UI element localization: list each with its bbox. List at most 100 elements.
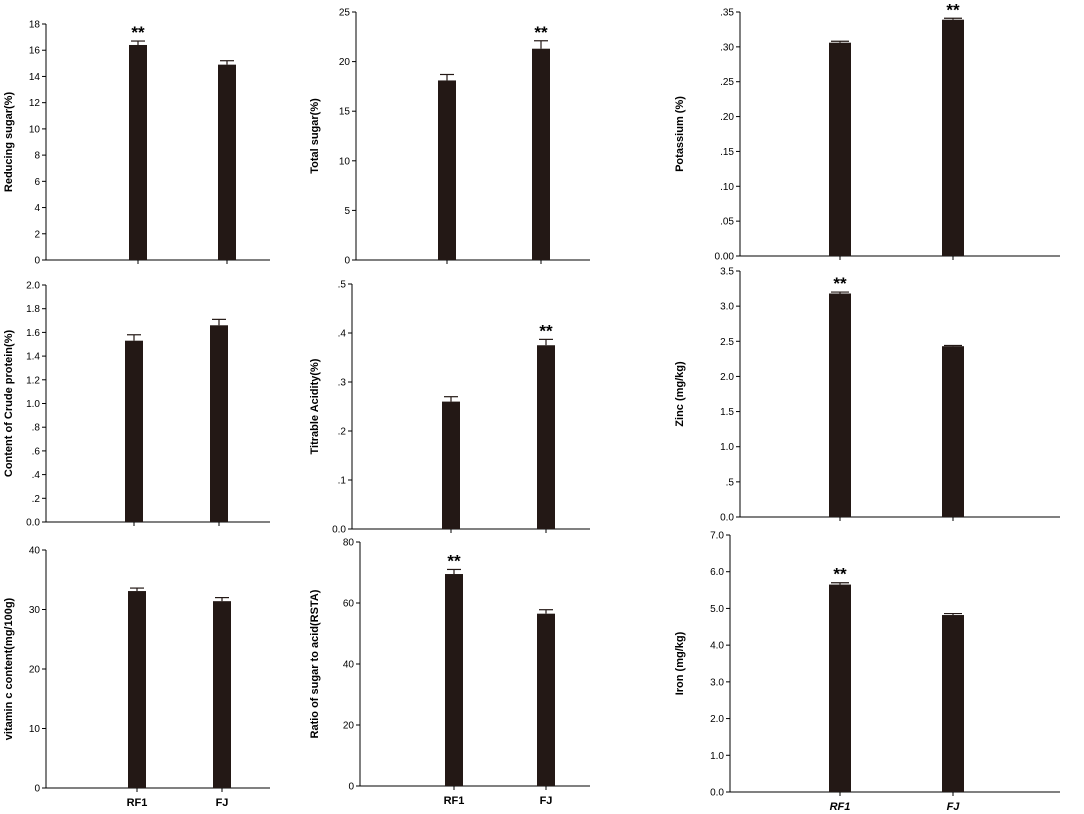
x-tick-label: RF1 bbox=[830, 801, 851, 813]
x-tick-label: FJ bbox=[947, 801, 961, 813]
bar-rf1 bbox=[438, 80, 456, 260]
y-tick-label: 1.0 bbox=[720, 442, 734, 453]
y-axis-label: Ratio of sugar to acid(RSTA) bbox=[309, 589, 321, 738]
chart-panel-6: 0.0 .5 1.0 1.5 2.0 2.5 3.0 3.5 Zinc (mg/kg) ** bbox=[674, 267, 1060, 524]
bar-fj bbox=[537, 345, 555, 529]
y-tick-label: 0.0 bbox=[710, 788, 724, 799]
y-tick-label: 30 bbox=[29, 605, 41, 616]
chart-panel-2: 0 5 10 15 20 25 Total sugar(%) ** bbox=[309, 8, 590, 267]
y-tick-label: 16 bbox=[29, 46, 41, 57]
y-tick-label: .4 bbox=[32, 470, 41, 481]
significance-marker: ** bbox=[447, 551, 461, 570]
y-tick-label: 15 bbox=[339, 107, 351, 118]
bar-rf1 bbox=[829, 584, 851, 792]
y-tick-label: 0 bbox=[348, 782, 354, 793]
y-tick-label: 6 bbox=[34, 177, 40, 188]
y-tick-label: 4 bbox=[34, 203, 40, 214]
y-tick-label: 1.0 bbox=[26, 399, 40, 410]
x-tick-label: FJ bbox=[540, 795, 553, 807]
y-tick-label: 1.8 bbox=[26, 304, 40, 315]
y-tick-label: .20 bbox=[720, 112, 734, 123]
y-tick-label: 14 bbox=[29, 72, 41, 83]
bar-fj bbox=[942, 615, 964, 792]
y-tick-label: 40 bbox=[29, 546, 41, 557]
significance-marker: ** bbox=[539, 321, 553, 340]
y-tick-label: 25 bbox=[339, 8, 351, 19]
y-tick-label: 60 bbox=[343, 599, 355, 610]
y-tick-label: 40 bbox=[343, 660, 355, 671]
y-tick-label: 0.00 bbox=[715, 252, 735, 263]
y-tick-label: 2.0 bbox=[720, 372, 734, 383]
y-tick-label: .30 bbox=[720, 42, 734, 53]
chart-panel-1: 0 2 4 6 8 10 12 14 16 18 Reducing sugar(%) ** bbox=[3, 20, 270, 267]
y-tick-label: 80 bbox=[343, 538, 355, 549]
y-tick-label: 18 bbox=[29, 20, 41, 31]
bar-fj bbox=[210, 325, 228, 522]
y-tick-label: .1 bbox=[338, 476, 347, 487]
y-tick-label: 10 bbox=[29, 124, 41, 135]
y-axis-label: Titrable Acidity(%) bbox=[309, 358, 321, 454]
significance-marker: ** bbox=[946, 0, 960, 19]
y-axis-label: Total sugar(%) bbox=[309, 98, 321, 174]
significance-marker: ** bbox=[534, 23, 548, 42]
bar-fj bbox=[942, 346, 964, 517]
bar-rf1 bbox=[125, 340, 143, 522]
y-tick-label: 0 bbox=[34, 256, 40, 267]
y-tick-label: 5.0 bbox=[710, 604, 724, 615]
bar-fj bbox=[537, 613, 555, 786]
y-tick-label: 20 bbox=[343, 721, 355, 732]
bar-rf1 bbox=[445, 574, 463, 786]
y-axis-label: Iron (mg/kg) bbox=[674, 631, 686, 695]
significance-marker: ** bbox=[131, 23, 145, 42]
bar-rf1 bbox=[829, 293, 851, 517]
y-tick-label: 6.0 bbox=[710, 567, 724, 578]
y-tick-label: 1.4 bbox=[26, 352, 40, 363]
bar-rf1 bbox=[829, 42, 851, 256]
chart-panel-5: 0.0 .1 .2 .3 .4 .5 Titrable Acidity(%) ** bbox=[309, 280, 590, 536]
y-tick-label: 0.0 bbox=[720, 513, 734, 524]
bar-fj bbox=[942, 19, 964, 256]
y-tick-label: 0 bbox=[34, 784, 40, 795]
y-tick-label: 4.0 bbox=[710, 641, 724, 652]
bar-fj bbox=[213, 601, 231, 788]
x-tick-label: FJ bbox=[216, 797, 229, 809]
y-tick-label: .5 bbox=[726, 477, 735, 488]
y-tick-label: .8 bbox=[32, 423, 41, 434]
y-tick-label: .2 bbox=[338, 427, 347, 438]
y-tick-label: .05 bbox=[720, 217, 734, 228]
y-tick-label: .15 bbox=[720, 147, 734, 158]
y-tick-label: .5 bbox=[338, 280, 347, 291]
bar-rf1 bbox=[442, 401, 460, 529]
x-tick-label: RF1 bbox=[444, 795, 465, 807]
chart-panel-4: 0.0 .2 .4 .6 .8 1.0 1.2 1.4 1.6 1.8 2.0 Content of … bbox=[3, 281, 270, 529]
y-tick-label: 7.0 bbox=[710, 531, 724, 542]
y-tick-label: 5 bbox=[344, 206, 350, 217]
y-tick-label: .2 bbox=[32, 494, 41, 505]
y-tick-label: 2.0 bbox=[710, 714, 724, 725]
y-tick-label: 10 bbox=[29, 724, 41, 735]
y-tick-label: 3.5 bbox=[720, 267, 734, 278]
y-tick-label: 1.6 bbox=[26, 328, 40, 339]
y-tick-label: .25 bbox=[720, 77, 734, 88]
chart-panel-9: 0.0 1.0 2.0 3.0 4.0 5.0 6.0 7.0 Iron (mg/kg) ** RF… bbox=[674, 531, 1060, 813]
y-tick-label: 0 bbox=[344, 256, 350, 267]
chart-panel-8: 0 20 40 60 80 Ratio of sugar to acid(RSTA) ** R… bbox=[309, 538, 590, 807]
y-tick-label: 1.2 bbox=[26, 375, 40, 386]
y-tick-label: 0.0 bbox=[26, 518, 40, 529]
y-tick-label: 8 bbox=[34, 151, 40, 162]
bar-fj bbox=[218, 64, 236, 261]
significance-marker: ** bbox=[833, 274, 847, 293]
y-axis-label: Potassium (%) bbox=[674, 96, 686, 172]
chart-panel-3: 0.00 .05 .10 .15 .20 .25 .30 .35 Potassium (%) ** bbox=[674, 0, 1060, 263]
y-tick-label: 2.5 bbox=[720, 337, 734, 348]
y-tick-label: 10 bbox=[339, 156, 351, 167]
chart-panel-7: 0 10 20 30 40 vitamin c content(mg/100g) RF1 FJ bbox=[3, 546, 270, 809]
y-tick-label: 12 bbox=[29, 98, 41, 109]
significance-marker: ** bbox=[833, 565, 847, 584]
y-tick-label: 20 bbox=[339, 57, 351, 68]
bar-rf1 bbox=[128, 591, 146, 788]
y-tick-label: 1.5 bbox=[720, 407, 734, 418]
x-tick-label: RF1 bbox=[127, 797, 148, 809]
y-tick-label: 20 bbox=[29, 665, 41, 676]
